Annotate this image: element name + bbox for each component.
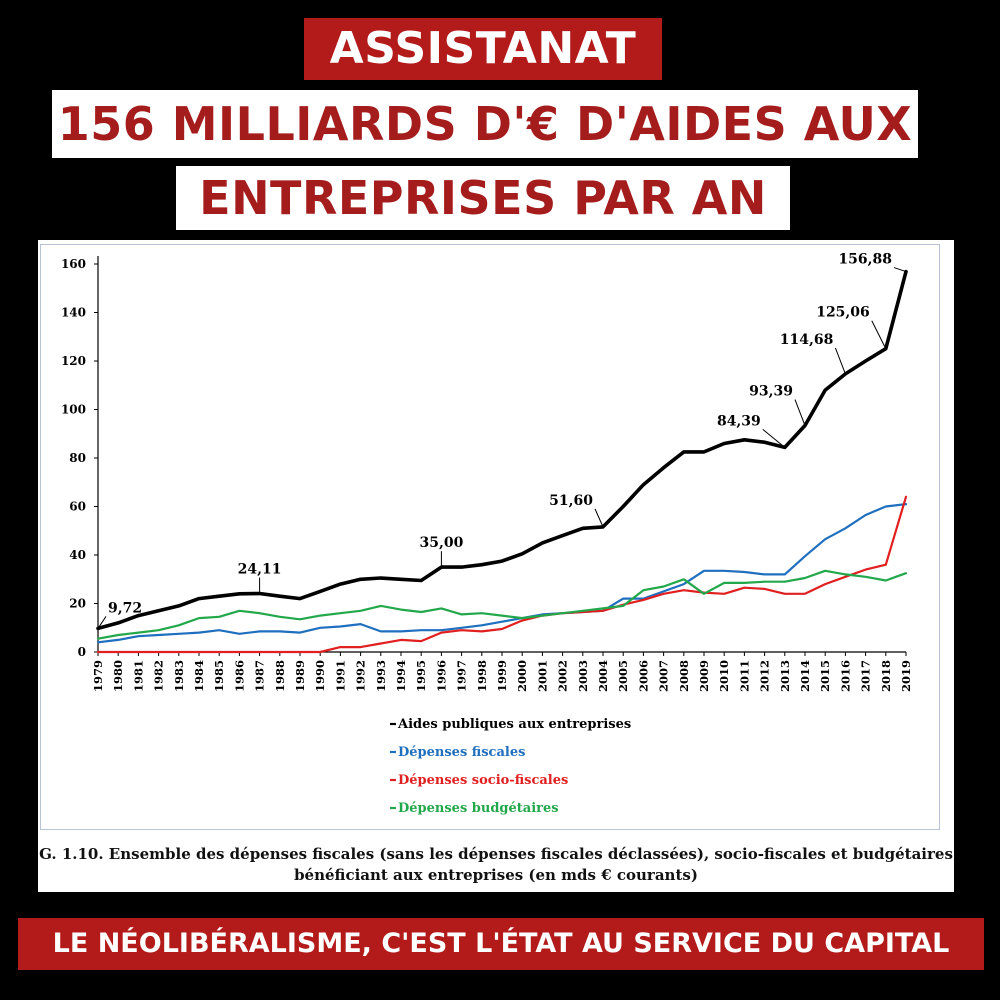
y-tick-label: 140 — [61, 306, 86, 320]
x-tick-label: 1985 — [212, 660, 226, 692]
x-tick-label: 1994 — [394, 660, 408, 692]
x-tick-label: 1992 — [354, 660, 368, 692]
caption-line-1: G. 1.10. Ensemble des dépenses fiscales … — [39, 845, 953, 863]
x-tick-label: 1996 — [434, 660, 448, 692]
series-line-aides — [96, 269, 908, 631]
y-tick-label: 120 — [61, 354, 86, 368]
series-line-budgetaires — [96, 569, 908, 640]
x-tick-label: 1991 — [333, 660, 347, 692]
x-tick-label: 2005 — [616, 660, 630, 692]
y-tick-label: 80 — [69, 451, 86, 465]
x-tick-label: 2010 — [717, 660, 731, 692]
x-tick-label: 2016 — [838, 660, 852, 692]
annotation-leader — [794, 399, 806, 426]
y-tick-label: 0 — [78, 645, 86, 659]
x-tick-label: 2014 — [798, 660, 812, 692]
x-tick-label: 1989 — [293, 660, 307, 692]
plot-frame — [40, 244, 940, 830]
annotation-leader — [871, 320, 887, 349]
x-tick-label: 2003 — [576, 660, 590, 692]
x-tick-label: 2017 — [859, 660, 873, 692]
annotation-label: 93,39 — [749, 384, 793, 400]
x-tick-label: 1983 — [172, 660, 186, 692]
series-line-fiscales — [96, 503, 908, 644]
x-tick-label: 1984 — [192, 660, 206, 692]
x-tick-label: 1988 — [273, 660, 287, 692]
x-tick-label: 2018 — [879, 660, 893, 692]
x-tick-label: 1998 — [475, 660, 489, 692]
y-tick-label: 20 — [69, 597, 86, 611]
legend-label: Dépenses budgétaires — [398, 801, 559, 816]
x-tick-label: 2002 — [556, 660, 570, 692]
x-tick-label: 1990 — [313, 660, 327, 692]
annotation-leader — [594, 508, 604, 528]
y-tick-label: 60 — [69, 500, 86, 514]
x-tick-label: 2006 — [636, 660, 650, 692]
x-tick-label: 2009 — [697, 660, 711, 692]
figure-caption: G. 1.10. Ensemble des dépenses fiscales … — [38, 844, 954, 886]
x-tick-label: 2013 — [778, 660, 792, 692]
y-tick-label: 160 — [61, 257, 86, 271]
annotation-label: 35,00 — [419, 535, 463, 551]
x-tick-label: 1995 — [414, 660, 428, 692]
headline-line-1: 156 MILLIARDS D'€ D'AIDES AUX — [52, 90, 918, 158]
legend-label: Dépenses socio-fiscales — [398, 773, 568, 788]
chart-figure: 0 20 40 60 80 100 120 140 160 1979 1980 1981 1982 198… — [38, 240, 954, 892]
y-tick-label: 100 — [61, 403, 86, 417]
x-tick-label: 1982 — [152, 660, 166, 692]
x-tick-label: 1997 — [455, 660, 469, 692]
x-tick-label: 1999 — [495, 660, 509, 692]
x-tick-label: 1981 — [131, 660, 145, 692]
x-tick-label: 1979 — [91, 660, 105, 692]
line-chart: 0 20 40 60 80 100 120 140 160 1979 1980 1981 1982 198… — [61, 252, 913, 816]
x-tick-label: 2008 — [677, 660, 691, 692]
x-tick-label: 2007 — [657, 660, 671, 692]
headline-line-2: ENTREPRISES PAR AN — [176, 166, 790, 230]
x-tick-label: 2012 — [758, 660, 772, 692]
x-tick-label: 2019 — [899, 660, 913, 692]
series-line-socio-fiscales — [96, 495, 908, 654]
annotation-leader — [893, 267, 907, 273]
x-tick-label: 2004 — [596, 660, 610, 692]
annotation-leader — [97, 616, 107, 629]
annotation-leader — [834, 347, 846, 375]
annotation-label: 114,68 — [780, 332, 834, 348]
caption-line-2: bénéficiant aux entreprises (en mds € co… — [294, 866, 698, 884]
x-tick-label: 1993 — [374, 660, 388, 692]
x-tick-label: 2000 — [515, 660, 529, 692]
x-tick-label: 1987 — [253, 660, 267, 692]
x-tick-label: 2015 — [818, 660, 832, 692]
annotation-label: 24,11 — [238, 562, 282, 578]
x-tick-label: 1980 — [111, 660, 125, 692]
y-tick-label: 40 — [69, 548, 86, 562]
x-tick-label: 2011 — [737, 660, 751, 692]
annotation-label: 156,88 — [838, 252, 892, 268]
annotation-label: 125,06 — [816, 305, 870, 321]
footer-slogan: LE NÉOLIBÉRALISME, C'EST L'ÉTAT AU SERVI… — [18, 918, 984, 970]
x-tick-label: 1986 — [232, 660, 246, 692]
annotation-label: 84,39 — [717, 413, 761, 429]
x-tick-label: 2001 — [535, 660, 549, 692]
legend-label: Aides publiques aux entreprises — [397, 717, 631, 732]
annotation-label: 51,60 — [549, 493, 593, 509]
annotation-leader — [762, 428, 786, 448]
title-banner: ASSISTANAT — [304, 18, 662, 80]
legend-label: Dépenses fiscales — [398, 745, 525, 760]
annotation-label: 9,72 — [108, 600, 142, 616]
